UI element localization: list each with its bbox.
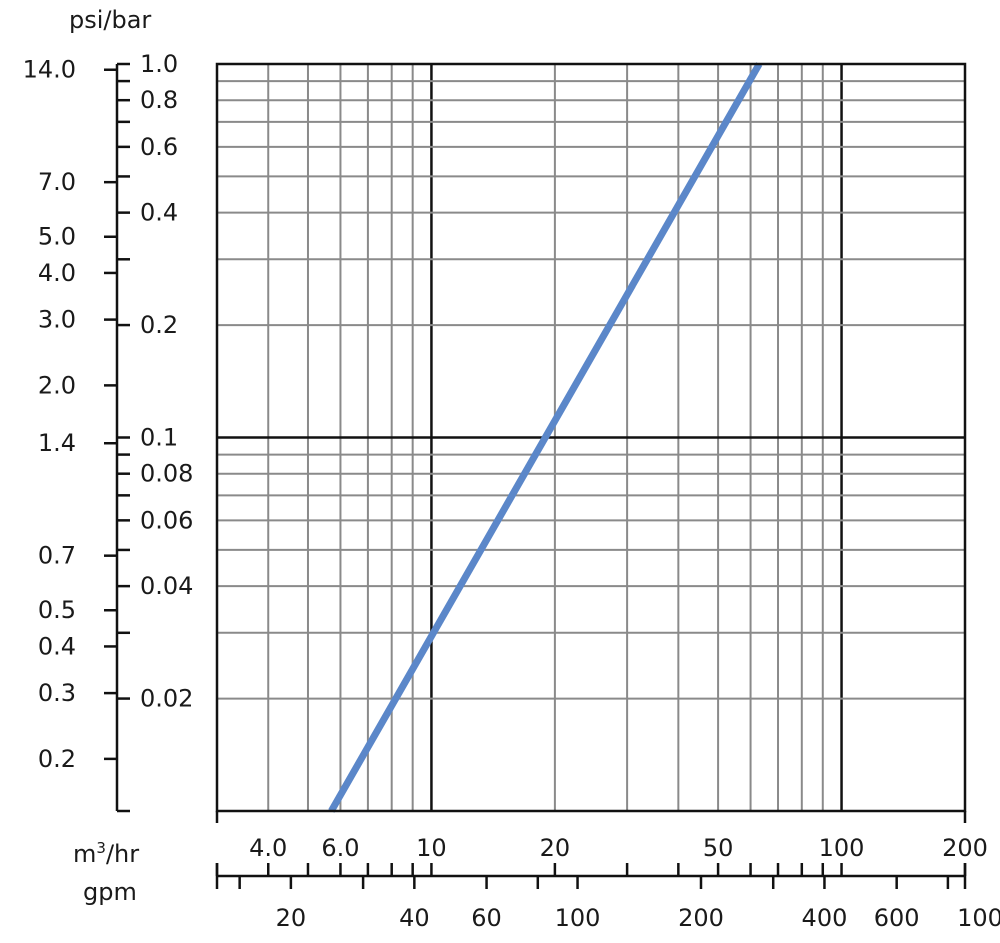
- gpm-tick-label: 200: [678, 904, 724, 932]
- psi-tick-label: 1.4: [38, 429, 76, 457]
- m3hr-tick-label: 200: [942, 834, 988, 862]
- m3hr-tick-label: 50: [703, 834, 734, 862]
- psi-tick-label: 7.0: [38, 168, 76, 196]
- bar-tick-label: 0.4: [140, 199, 178, 227]
- plot-frame: [215, 62, 967, 813]
- psi-tick-label: 5.0: [38, 223, 76, 251]
- bar-tick-label: 1.0: [140, 50, 178, 78]
- m3hr-tick-label: 20: [540, 834, 571, 862]
- bar-tick-label: 0.06: [140, 506, 193, 534]
- gpm-tick-label: 40: [399, 904, 430, 932]
- m3hr-tick-label: 100: [819, 834, 865, 862]
- psi-tick-label: 0.2: [38, 745, 76, 773]
- bar-tick-label: 0.08: [140, 460, 193, 488]
- m3hr-tick-label: 6.0: [321, 834, 359, 862]
- series-layer: [328, 62, 763, 813]
- axes: [104, 62, 967, 889]
- labels: psi/bar m3/hr gpm 1.0 0.8 0.6 0.4 0.2 0.1 0.08…: [23, 6, 1000, 932]
- psi-tick-label: 4.0: [38, 259, 76, 287]
- psi-tick-label: 0.4: [38, 632, 76, 660]
- psi-tick-label: 2.0: [38, 371, 76, 399]
- gpm-tick-label: 400: [802, 904, 848, 932]
- series-line: [328, 62, 763, 813]
- psi-tick-label: 0.5: [38, 596, 76, 624]
- bar-tick-label: 0.8: [140, 86, 178, 114]
- bar-tick-label: 0.2: [140, 311, 178, 339]
- psi-tick-label: 0.7: [38, 542, 76, 570]
- bar-tick-label: 0.1: [140, 424, 178, 452]
- m3hr-tick-label: 4.0: [249, 834, 287, 862]
- gpm-tick-label: 60: [471, 904, 502, 932]
- bar-tick-label: 0.6: [140, 133, 178, 161]
- m3hr-unit-label: m3/hr: [73, 839, 139, 868]
- psi-tick-label: 14.0: [23, 56, 76, 84]
- gpm-tick-label: 20: [276, 904, 307, 932]
- psi-tick-label: 0.3: [38, 679, 76, 707]
- gpm-tick-label: 1000: [957, 904, 1000, 932]
- grid: [216, 64, 966, 811]
- gpm-tick-label: 600: [874, 904, 920, 932]
- psi-tick-label: 3.0: [38, 306, 76, 334]
- bar-tick-label: 0.04: [140, 572, 193, 600]
- m3hr-tick-label: 10: [416, 834, 447, 862]
- gpm-tick-label: 100: [555, 904, 601, 932]
- psi-bar-unit-label: psi/bar: [69, 6, 151, 34]
- bar-tick-label: 0.02: [140, 685, 193, 713]
- gpm-unit-label: gpm: [83, 878, 137, 906]
